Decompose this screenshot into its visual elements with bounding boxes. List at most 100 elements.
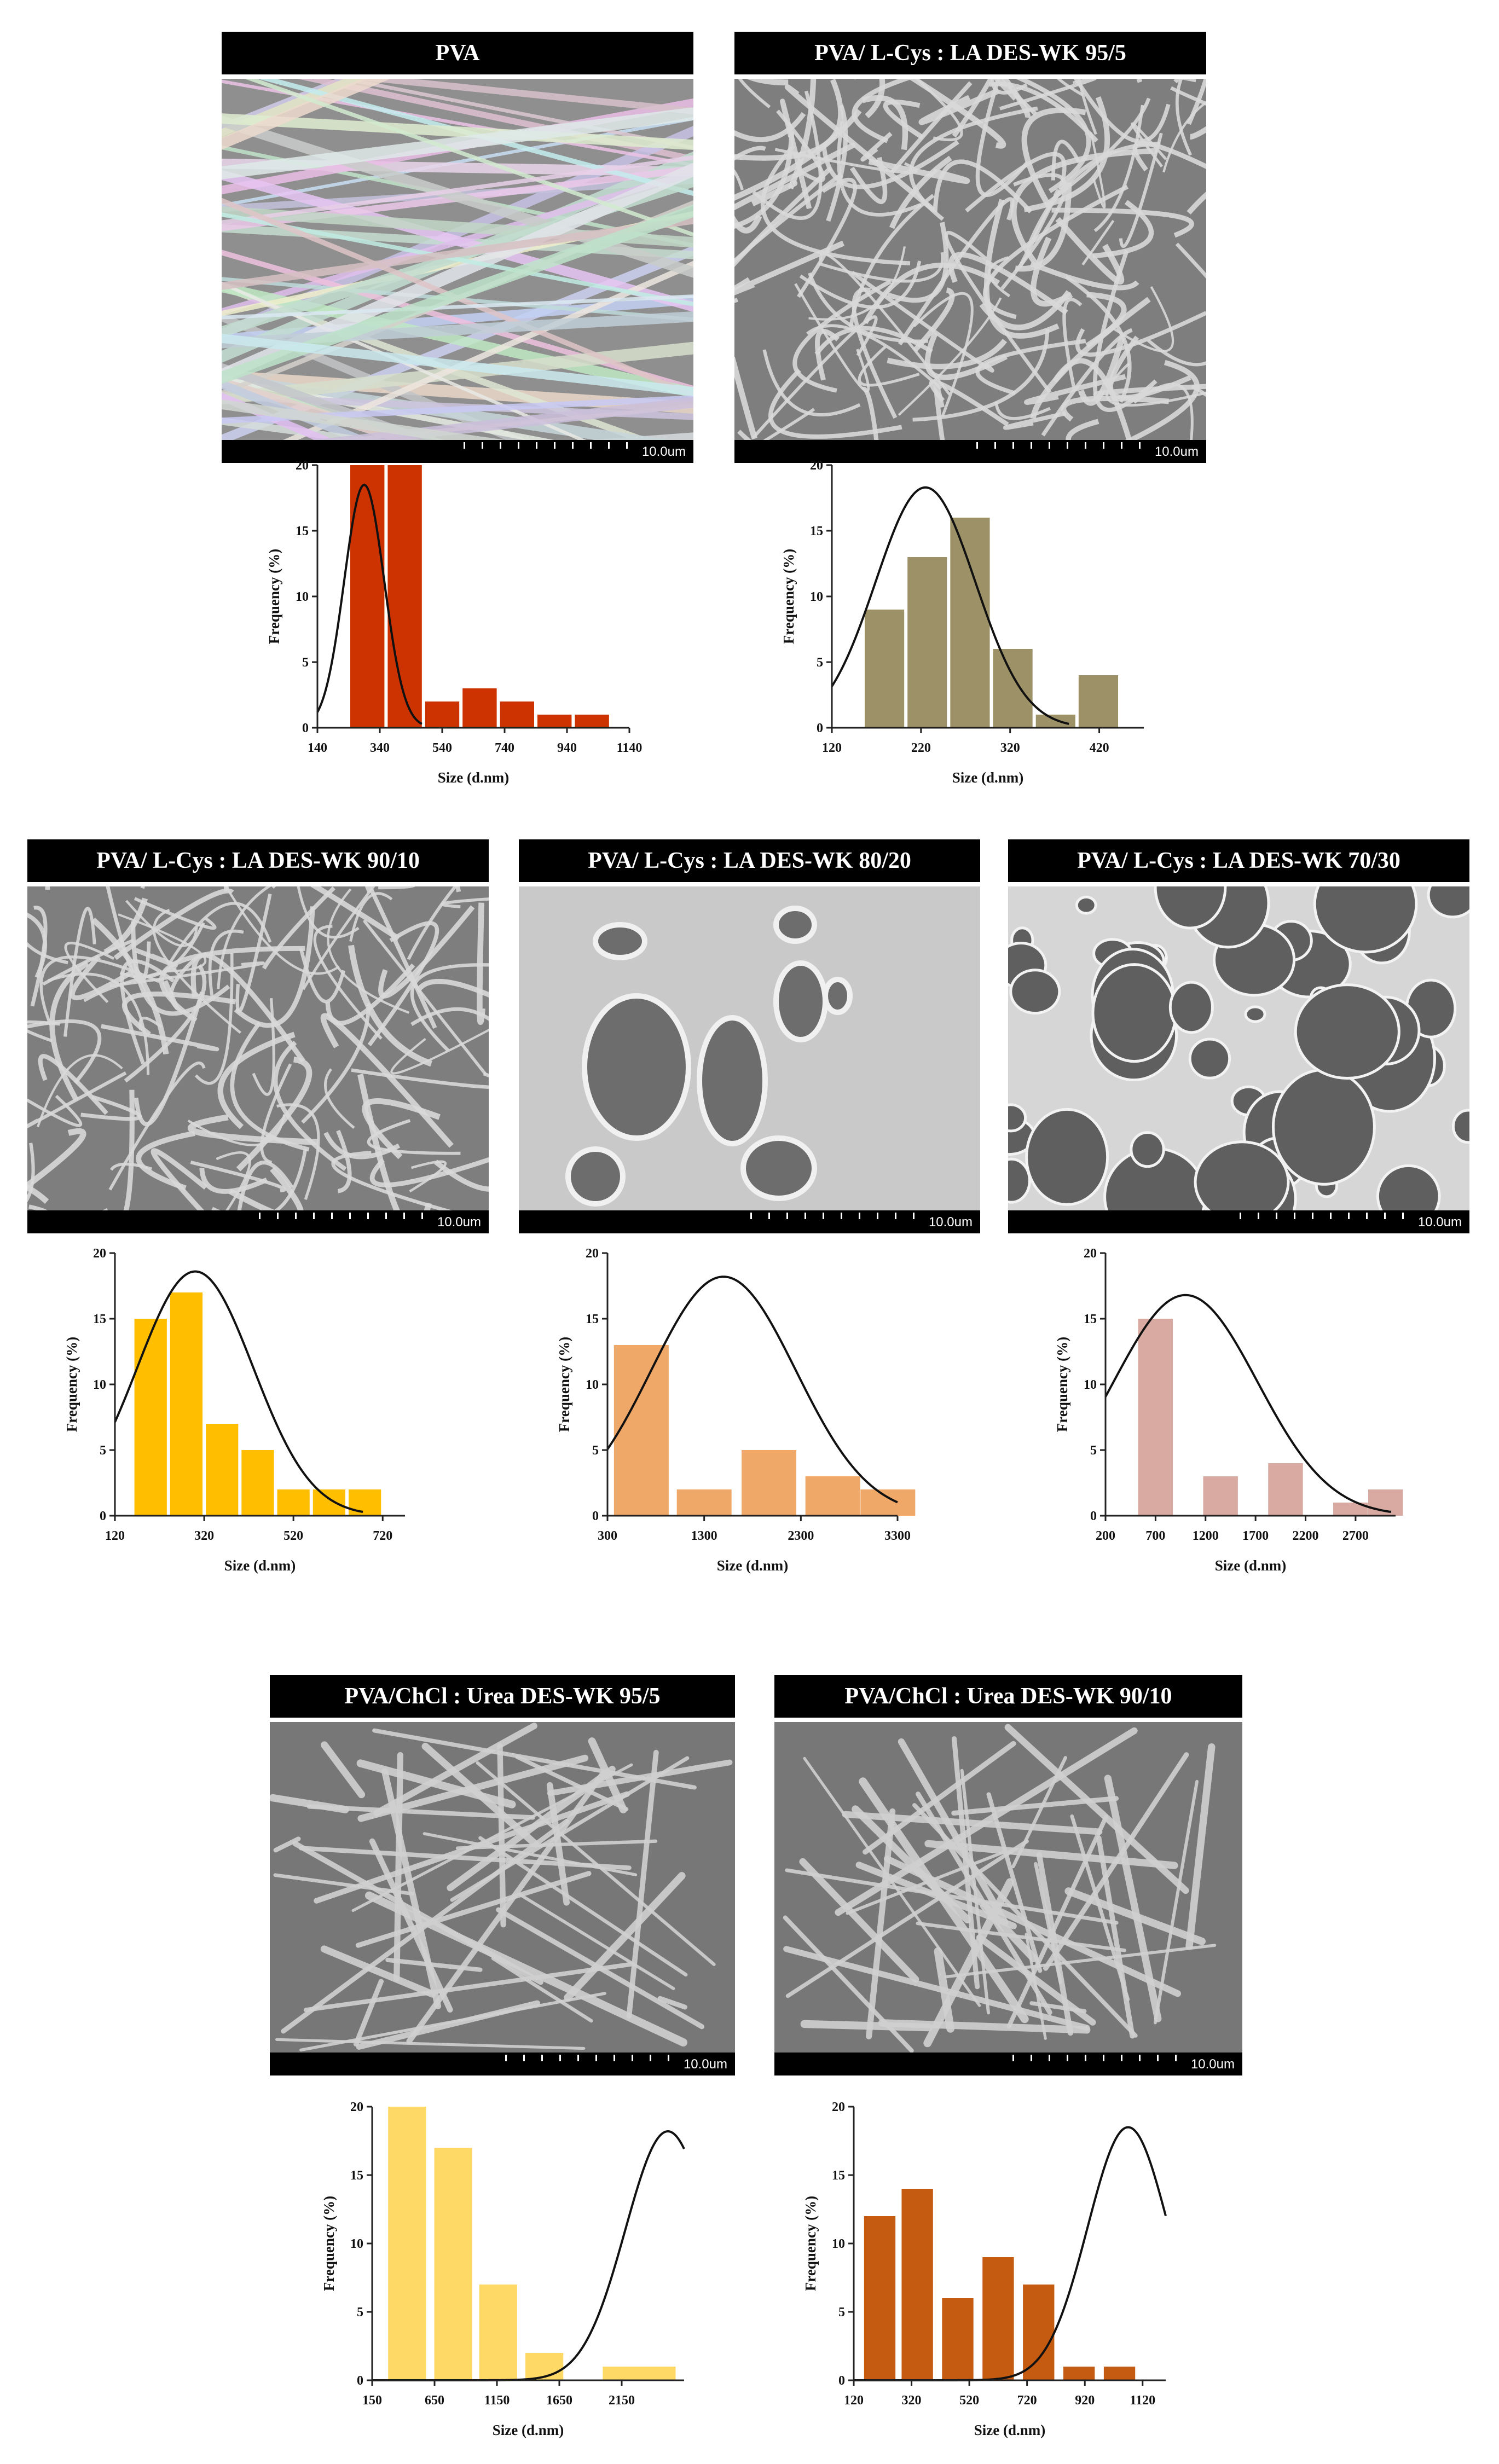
histogram-bar bbox=[1063, 2367, 1095, 2380]
x-tick-label: 720 bbox=[1017, 2393, 1037, 2408]
histogram-bar bbox=[277, 1489, 310, 1516]
histogram-bar bbox=[241, 1450, 274, 1516]
y-tick-label: 15 bbox=[296, 524, 309, 538]
scale-label: 10.0um bbox=[928, 1215, 973, 1230]
y-tick-label: 0 bbox=[302, 721, 309, 735]
sem-image bbox=[774, 1722, 1242, 2053]
histogram-bar bbox=[676, 1489, 732, 1516]
y-tick-label: 5 bbox=[1090, 1443, 1097, 1458]
histogram-bar bbox=[170, 1292, 203, 1516]
sem-image bbox=[27, 886, 489, 1210]
histogram-bar bbox=[1023, 2285, 1055, 2380]
histogram-bar bbox=[865, 610, 905, 728]
x-tick-label: 420 bbox=[1090, 741, 1109, 755]
x-tick-label: 920 bbox=[1075, 2393, 1095, 2408]
y-tick-label: 15 bbox=[586, 1312, 599, 1326]
x-tick-label: 1650 bbox=[546, 2393, 572, 2408]
scale-bar: 10.0um bbox=[774, 2053, 1242, 2075]
x-tick-label: 740 bbox=[495, 741, 514, 755]
sem-image bbox=[1008, 886, 1469, 1210]
histogram-bar bbox=[1078, 675, 1119, 728]
scale-label: 10.0um bbox=[1154, 444, 1199, 459]
histogram-bar bbox=[942, 2298, 974, 2380]
y-tick-label: 10 bbox=[832, 2237, 845, 2251]
x-tick-label: 340 bbox=[370, 741, 390, 755]
normal-fit-curve bbox=[114, 1270, 363, 1513]
y-tick-label: 10 bbox=[93, 1378, 106, 1392]
y-axis-label: Frequency (%) bbox=[556, 1337, 572, 1432]
x-tick-label: 2300 bbox=[788, 1529, 814, 1543]
x-tick-label: 200 bbox=[1096, 1529, 1115, 1543]
scale-bar: 10.0um bbox=[734, 440, 1206, 463]
histogram-bar bbox=[901, 2189, 933, 2380]
histogram-lcys-70-30: 0 5 10 15 20 200 700 1200 1700 2200 2700 Size (d.nm… bbox=[1045, 1242, 1417, 1581]
y-tick-label: 10 bbox=[1084, 1378, 1097, 1392]
histogram-bar bbox=[860, 1489, 916, 1516]
chart-svg: 0 5 10 15 20 120 320 520 720 Size (d.nm) Frequency… bbox=[63, 1247, 405, 1574]
y-tick-label: 20 bbox=[832, 2100, 845, 2114]
y-tick-label: 20 bbox=[586, 1247, 599, 1261]
x-axis-label: Size (d.nm) bbox=[1215, 1557, 1287, 1574]
x-tick-label: 300 bbox=[598, 1529, 617, 1543]
scale-label: 10.0um bbox=[683, 2057, 727, 2072]
panel-title: PVA/ L-Cys : LA DES-WK 80/20 bbox=[519, 839, 980, 882]
histogram-bar bbox=[742, 1450, 797, 1516]
y-tick-label: 15 bbox=[350, 2169, 363, 2183]
y-axis-label: Frequency (%) bbox=[1054, 1337, 1070, 1432]
y-tick-label: 5 bbox=[302, 656, 309, 670]
y-tick-label: 20 bbox=[93, 1247, 106, 1261]
histogram-bar bbox=[349, 1489, 381, 1516]
sem-image bbox=[270, 1722, 735, 2053]
x-tick-label: 520 bbox=[959, 2393, 979, 2408]
panel-title: PVA bbox=[222, 32, 693, 74]
histogram-bar bbox=[638, 2367, 676, 2380]
x-axis-label: Size (d.nm) bbox=[493, 2422, 564, 2438]
panel-title: PVA/ L-Cys : LA DES-WK 70/30 bbox=[1008, 839, 1469, 882]
histogram-lcys-95-5: 0 5 10 15 20 120 220 320 420 Size (d.nm) Frequency… bbox=[772, 454, 1166, 793]
x-tick-label: 1120 bbox=[1130, 2393, 1155, 2408]
scale-label: 10.0um bbox=[1190, 2057, 1235, 2072]
x-tick-label: 120 bbox=[844, 2393, 864, 2408]
histogram-bar bbox=[537, 715, 572, 728]
normal-fit-curve bbox=[316, 483, 423, 725]
y-tick-label: 5 bbox=[357, 2305, 363, 2320]
x-tick-label: 320 bbox=[194, 1529, 214, 1543]
x-tick-label: 1140 bbox=[617, 741, 643, 755]
x-tick-label: 140 bbox=[308, 741, 327, 755]
y-axis-label: Frequency (%) bbox=[266, 549, 282, 644]
y-tick-label: 15 bbox=[832, 2169, 845, 2183]
histogram-bar bbox=[982, 2257, 1014, 2380]
y-tick-label: 5 bbox=[100, 1443, 106, 1458]
y-tick-label: 10 bbox=[296, 590, 309, 604]
chart-svg: 0 5 10 15 20 120 220 320 420 Size (d.nm) Frequency… bbox=[780, 459, 1144, 786]
histogram-bar bbox=[1138, 1319, 1173, 1516]
y-tick-label: 0 bbox=[357, 2374, 363, 2388]
y-tick-label: 20 bbox=[296, 459, 309, 473]
y-tick-label: 10 bbox=[810, 590, 823, 604]
sem-image bbox=[222, 79, 693, 440]
scale-label: 10.0um bbox=[641, 444, 686, 459]
panel-title: PVA/ L-Cys : LA DES-WK 95/5 bbox=[734, 32, 1206, 74]
x-tick-label: 940 bbox=[557, 741, 577, 755]
scale-label: 10.0um bbox=[437, 1215, 481, 1230]
histogram-bar bbox=[864, 2216, 896, 2380]
y-axis-label: Frequency (%) bbox=[321, 2196, 337, 2291]
histogram-bar bbox=[479, 2285, 517, 2380]
normal-fit-curve bbox=[606, 1276, 898, 1504]
panel-title: PVA/ L-Cys : LA DES-WK 90/10 bbox=[27, 839, 489, 882]
y-tick-label: 15 bbox=[810, 524, 823, 538]
x-tick-label: 700 bbox=[1145, 1529, 1165, 1543]
y-tick-label: 5 bbox=[592, 1443, 599, 1458]
histogram-bar bbox=[387, 465, 422, 728]
histogram-bar bbox=[950, 518, 990, 728]
histogram-bar bbox=[603, 2367, 641, 2380]
x-tick-label: 1200 bbox=[1193, 1529, 1219, 1543]
x-tick-label: 2700 bbox=[1342, 1529, 1369, 1543]
x-tick-label: 720 bbox=[373, 1529, 392, 1543]
chart-svg: 0 5 10 15 20 140 340 540 740 940 1140 Size (d.nm) Fr… bbox=[266, 459, 643, 786]
histogram-bar bbox=[907, 557, 947, 728]
y-tick-label: 5 bbox=[838, 2305, 845, 2320]
histogram-bar bbox=[993, 649, 1033, 728]
histogram-bar bbox=[1268, 1463, 1303, 1516]
histogram-chcl-95-5: 0 5 10 15 20 150 650 1150 1650 2150 Size (d.nm) Fre… bbox=[312, 2096, 706, 2446]
